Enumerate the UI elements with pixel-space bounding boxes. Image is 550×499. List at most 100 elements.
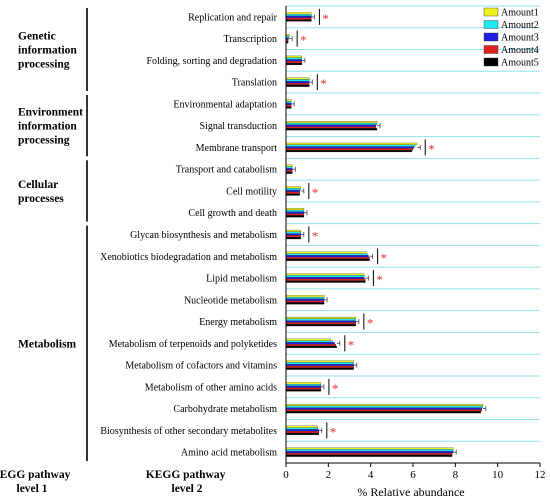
bar [285, 451, 454, 454]
bar [285, 275, 365, 278]
bar [285, 411, 481, 414]
bar [285, 231, 301, 234]
bar [285, 188, 301, 191]
bar [285, 146, 415, 149]
group-label-line: Metabolism [18, 338, 77, 350]
bar [285, 364, 354, 367]
bar [285, 211, 305, 214]
x-tick-label: 12 [535, 469, 546, 481]
bar [285, 126, 377, 129]
legend-label: Amount3 [501, 33, 539, 44]
bar [285, 385, 322, 388]
bar [285, 431, 319, 434]
bar [285, 213, 305, 216]
bar [285, 296, 325, 300]
x-tick-label: 0 [283, 469, 289, 481]
bar [285, 164, 293, 167]
grid-layer [286, 5, 540, 464]
axis-layer: 0 2 4 6 8 10 12 [283, 6, 546, 481]
bar [285, 122, 378, 125]
significance-star: * [332, 381, 339, 396]
category-label: Metabolism of cofactors and vitamins [125, 361, 277, 372]
legend-label: Amount4 [501, 45, 539, 56]
category-label: Amino acid metabolism [181, 448, 277, 459]
bar [285, 273, 365, 276]
bar [285, 454, 453, 457]
bar [285, 405, 483, 408]
bar [285, 144, 416, 147]
bar [285, 320, 356, 323]
bar [285, 61, 302, 64]
bar [285, 169, 293, 173]
category-label: Replication and repair [188, 12, 278, 23]
bar [285, 208, 305, 211]
category-label: Transport and catabolism [176, 165, 278, 176]
legend-swatch [483, 57, 499, 67]
bar [285, 193, 300, 196]
category-label: Cell motility [226, 186, 277, 197]
category-label: Folding, sorting and degradation [146, 56, 277, 67]
level2-axis-label-part2: level 2 [172, 483, 203, 495]
legend-swatch [483, 45, 499, 54]
bar [285, 191, 300, 194]
bar [285, 209, 305, 212]
bar [285, 235, 301, 238]
bar [285, 300, 325, 303]
bar [285, 432, 319, 435]
group-label-line: processes [18, 193, 64, 205]
bar [285, 168, 293, 171]
category-label: Nucleotide metabolism [184, 295, 277, 306]
bar [285, 148, 414, 151]
significance-star: * [367, 316, 374, 331]
bar [285, 237, 301, 240]
x-tick-label: 2 [326, 469, 332, 481]
bar [285, 324, 356, 327]
significance-star: * [381, 250, 388, 265]
bar [285, 360, 354, 363]
group-label-line: processing [18, 135, 70, 147]
bar [285, 106, 292, 109]
bar [285, 389, 322, 392]
group-label-line: information [18, 45, 77, 57]
group-label: Genetic information processing [18, 31, 77, 71]
category-label: Signal transduction [200, 121, 278, 132]
significance-star: * [322, 11, 329, 26]
group-label-line: Cellular [18, 179, 58, 191]
category-label: Lipid metabolism [206, 274, 277, 285]
category-label: Biosynthesis of other secondary metaboli… [100, 426, 277, 437]
bar [285, 452, 453, 455]
bar [285, 101, 292, 104]
bar [285, 17, 312, 20]
category-label: Cell growth and death [188, 208, 277, 219]
bar [285, 338, 331, 341]
significance-star: * [300, 33, 307, 48]
legend-label: Amount1 [501, 8, 539, 19]
category-label: Environmental adaptation [173, 99, 277, 110]
category-label: Translation [232, 78, 277, 89]
bar [285, 59, 302, 62]
x-tick-label: 6 [410, 469, 416, 481]
bar [285, 19, 312, 22]
bar [285, 302, 325, 305]
bar [285, 276, 365, 280]
bar [285, 12, 312, 15]
bar [285, 233, 301, 236]
category-label: Xenobiotics biodegradation and metabolis… [100, 252, 277, 263]
bar [285, 186, 301, 189]
bar-layer: * * * * * * * * * * * * [285, 8, 487, 457]
bar [285, 429, 319, 432]
bar [285, 295, 325, 298]
bar [285, 84, 310, 87]
bar [285, 251, 367, 254]
category-label: Metabolism of terpenoids and polyketides [109, 339, 277, 350]
bar [285, 171, 293, 174]
group-label: Metabolism [18, 338, 77, 350]
bar [285, 57, 302, 60]
group-label-line: information [18, 121, 77, 133]
category-label: Membrane transport [196, 143, 278, 154]
level2-axis-label-part1: KEGG pathway [146, 469, 226, 481]
bar [285, 280, 366, 283]
bar [285, 342, 335, 345]
bar [285, 387, 322, 390]
